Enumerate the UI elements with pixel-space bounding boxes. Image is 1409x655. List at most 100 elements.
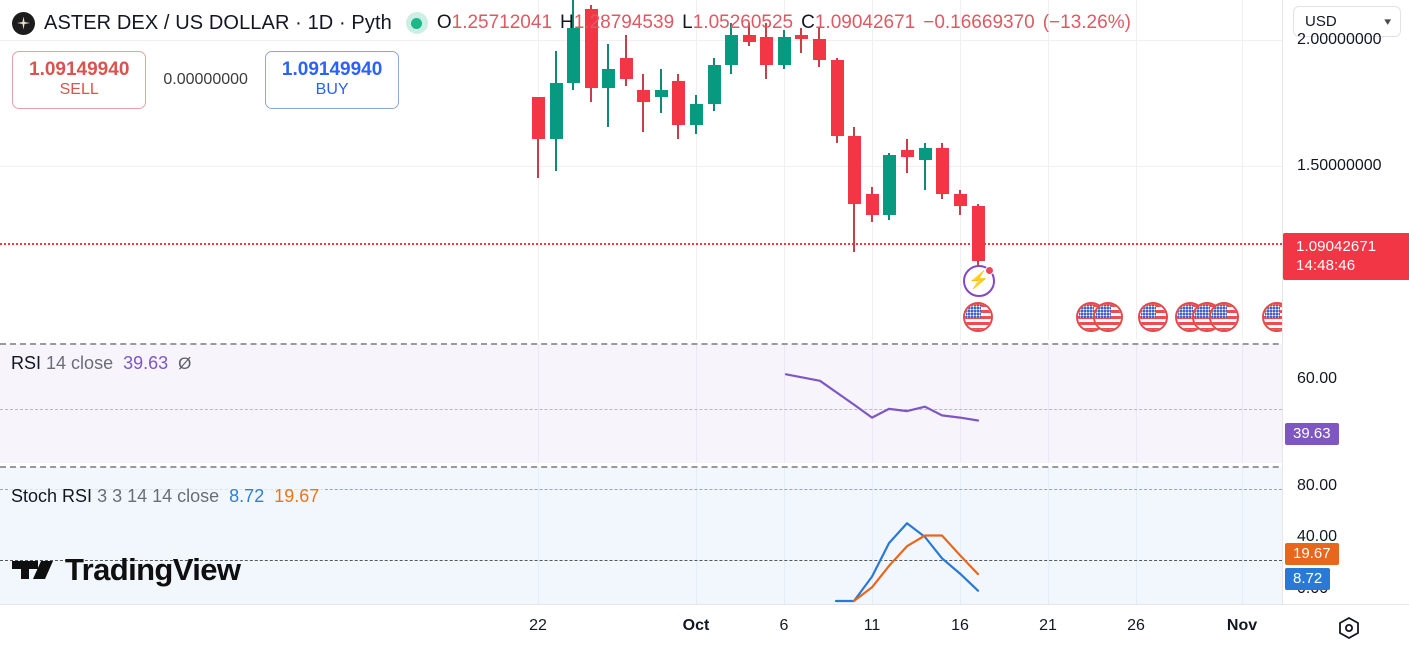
candle-body [707, 64, 721, 105]
sell-price: 1.09149940 [29, 59, 130, 80]
candle-body [830, 60, 844, 137]
ohlc-open-key: O [436, 12, 452, 33]
currency-select[interactable]: USD ▾ [1293, 6, 1401, 37]
buy-price: 1.09149940 [281, 59, 383, 80]
price-tick-label: 1.50000000 [1297, 157, 1382, 174]
chevron-down-icon: ▾ [1384, 16, 1392, 28]
sell-button[interactable]: 1.09149940 SELL [12, 51, 147, 110]
candle-wick [642, 74, 644, 132]
stoch-name-label: Stoch RSI [11, 486, 93, 506]
candle-body [865, 194, 879, 216]
price-axis[interactable]: USD ▾ 2.00000000 1.50000000 1.09042671 1… [1282, 0, 1409, 604]
buy-button[interactable]: 1.09149940 BUY [264, 51, 400, 110]
candle-body [794, 34, 808, 40]
stoch-d-value-label: 19.67 [274, 486, 320, 506]
ohlc-low-value: 1.05260525 [692, 12, 794, 33]
stoch-oversold-line [0, 560, 1282, 561]
event-marker-flag-group[interactable] [1076, 302, 1126, 336]
stoch-legend[interactable]: Stoch RSI 3 3 14 14 close 8.72 19.67 [9, 485, 326, 509]
symbol-title[interactable]: ASTER DEX / US DOLLAR · 1D · Pyth [44, 11, 392, 34]
trade-widget: 1.09149940 SELL 0.00000000 1.09149940 BU… [12, 51, 400, 110]
ohlc-low-key: L [682, 12, 693, 33]
rsi-legend[interactable]: RSI 14 close 39.63 Ø [9, 352, 198, 376]
buy-label: BUY [315, 81, 349, 99]
current-price-value: 1.09042671 [1296, 238, 1377, 255]
event-marker-flag-group[interactable] [963, 302, 997, 336]
time-tick-label: 6 [779, 617, 789, 634]
us-flag-event-icon [1209, 302, 1239, 332]
gridline-vertical [1242, 0, 1243, 340]
currency-value: USD [1305, 13, 1337, 30]
crosshair-target-icon[interactable] [1337, 616, 1361, 640]
stoch-d-value-badge: 19.67 [1285, 543, 1339, 565]
rsi-tick-label: 60.00 [1297, 370, 1338, 387]
candle-body [812, 39, 826, 61]
aster-dex-logo-icon [12, 11, 35, 35]
time-tick-label: 21 [1039, 617, 1057, 634]
ohlc-high-key: H [560, 12, 574, 33]
gridline-vertical [960, 0, 961, 340]
us-flag-event-icon [1093, 302, 1123, 332]
time-tick-label: 16 [951, 617, 969, 634]
stoch-overbought-line [0, 489, 1282, 490]
change-percent: (−13.26%) [1042, 12, 1131, 33]
candle-body [531, 97, 545, 139]
candle-body [882, 154, 896, 216]
gridline-vertical [696, 0, 697, 340]
candle-body [971, 205, 985, 262]
ohlc-open-value: 1.25712041 [451, 12, 553, 33]
time-tick-label: Nov [1226, 617, 1258, 634]
rsi-pane[interactable] [0, 344, 1282, 463]
candle-body [654, 90, 668, 98]
pane-divider[interactable] [0, 466, 1409, 468]
candle-body [724, 34, 738, 65]
stoch-k-value-badge: 8.72 [1285, 568, 1331, 590]
event-marker-flag-group[interactable] [1175, 302, 1243, 336]
stoch-args-label: 3 3 14 14 close [97, 486, 220, 506]
gridline-vertical [1048, 0, 1049, 340]
candle-body [566, 27, 580, 84]
candle-body [671, 80, 685, 125]
lightning-event-icon [963, 265, 995, 297]
alert-dot-icon [985, 266, 994, 275]
candle-body [584, 9, 598, 88]
rsi-name-label: RSI [11, 353, 42, 373]
time-axis[interactable]: 22 Oct 6 11 16 21 26 Nov [0, 604, 1409, 655]
rsi-line-series [784, 373, 980, 422]
eye-hidden-icon[interactable]: Ø [178, 354, 192, 373]
change-absolute: −0.16669370 [923, 12, 1035, 33]
candle-body [847, 136, 861, 204]
spread-value: 0.00000000 [163, 71, 248, 89]
candle-wick [800, 27, 802, 54]
pane-divider[interactable] [0, 343, 1409, 345]
candle-body [918, 148, 932, 160]
tradingview-branding[interactable]: TradingView [12, 552, 241, 588]
chart-header: ASTER DEX / US DOLLAR · 1D · Pyth O1.257… [0, 0, 1131, 46]
event-marker-flag-group[interactable] [1138, 302, 1172, 336]
stoch-line-series [834, 522, 980, 603]
current-price-countdown: 14:48:46 [1296, 257, 1356, 274]
ohlc-values: O1.25712041 H1.28794539 L1.05260525 C1.0904… [437, 12, 1131, 34]
candle-body [549, 83, 563, 139]
candle-body [777, 37, 791, 65]
time-tick-label: Oct [682, 617, 710, 634]
candle-body [759, 37, 773, 65]
live-status-dot-icon [405, 12, 428, 34]
stoch-k-value-label: 8.72 [229, 486, 265, 506]
current-price-badge: 1.09042671 14:48:46 [1283, 233, 1409, 280]
us-flag-event-icon [1138, 302, 1168, 332]
rsi-value-badge: 39.63 [1285, 423, 1339, 445]
candle-body [935, 148, 949, 195]
candle-body [619, 57, 633, 79]
gridline-vertical [872, 0, 873, 340]
candle-body [636, 90, 650, 102]
price-tick-label: 2.00000000 [1297, 31, 1382, 48]
price-chart-pane[interactable] [0, 0, 1282, 340]
gridline-horizontal [0, 166, 1282, 167]
rsi-midline [0, 409, 1282, 410]
time-tick-label: 22 [529, 617, 547, 634]
gridline-horizontal [0, 40, 1282, 41]
rsi-value-label: 39.63 [123, 353, 169, 373]
time-tick-label: 26 [1127, 617, 1145, 634]
candle-body [689, 104, 703, 125]
